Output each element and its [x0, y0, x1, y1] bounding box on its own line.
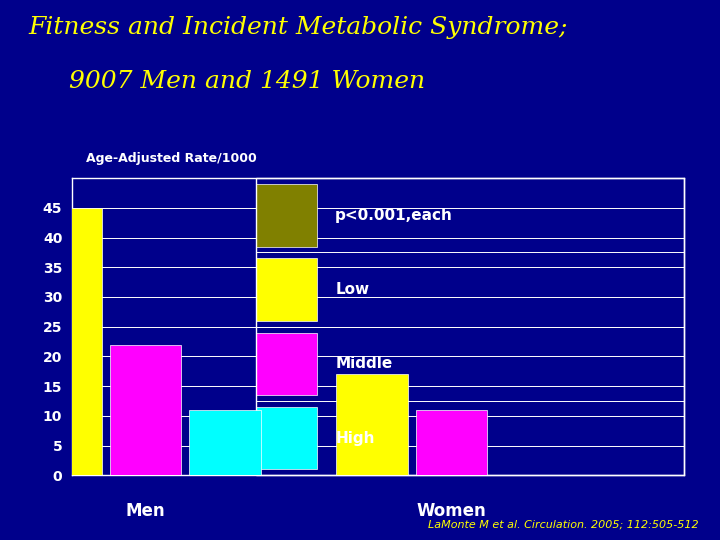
Bar [109, 345, 181, 475]
Bar [256, 184, 317, 246]
Text: p<0.001,each: p<0.001,each [336, 208, 453, 223]
Bar [256, 407, 317, 469]
Bar [415, 410, 487, 475]
Bar [336, 374, 408, 475]
Text: LaMonte M et al. Circulation. 2005; 112:505-512: LaMonte M et al. Circulation. 2005; 112:… [428, 519, 698, 529]
Text: Women: Women [417, 502, 486, 520]
Text: Middle: Middle [336, 356, 392, 372]
Text: Fitness and Incident Metabolic Syndrome;: Fitness and Incident Metabolic Syndrome; [29, 16, 568, 39]
Bar [256, 178, 684, 475]
Text: 9007 Men and 1491 Women: 9007 Men and 1491 Women [29, 70, 425, 93]
Bar [256, 258, 317, 321]
Text: Age-Adjusted Rate/1000: Age-Adjusted Rate/1000 [86, 152, 257, 165]
Text: Low: Low [336, 282, 369, 297]
Bar [189, 410, 261, 475]
Bar [256, 333, 317, 395]
Text: High: High [336, 430, 374, 445]
Text: Men: Men [125, 502, 166, 520]
Bar [30, 208, 102, 475]
